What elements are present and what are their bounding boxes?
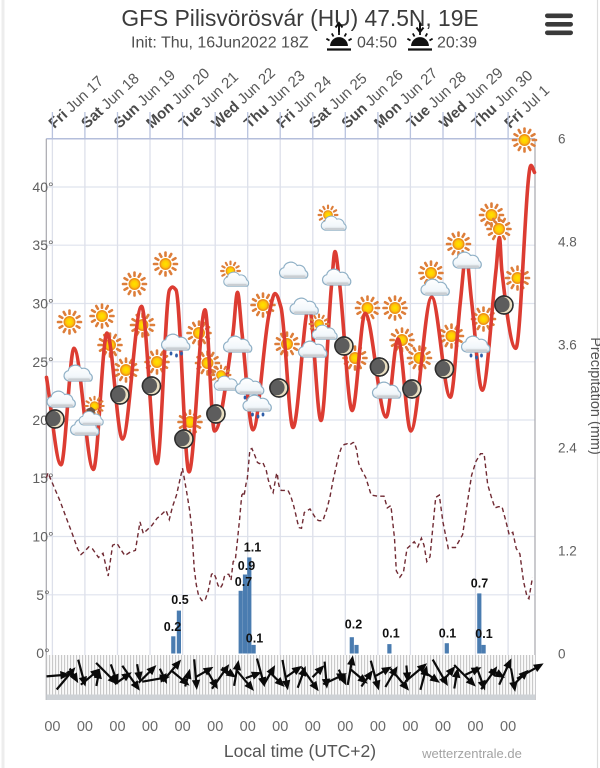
svg-text:04:50: 04:50 [357,35,397,52]
svg-text:0.1: 0.1 [382,627,399,641]
svg-text:GFS Pilisvörösvár (HU) 47.5N,: GFS Pilisvörösvár (HU) 47.5N, 19E [121,5,478,31]
svg-text:4.8: 4.8 [558,235,577,250]
svg-text:00: 00 [240,719,256,735]
svg-text:00: 00 [142,719,158,735]
svg-text:0.2: 0.2 [345,618,362,632]
svg-text:3.6: 3.6 [558,338,577,353]
svg-text:1.1: 1.1 [244,541,261,555]
svg-text:00: 00 [402,719,418,735]
svg-text:0.7: 0.7 [235,575,252,589]
svg-text:25°: 25° [32,354,53,370]
svg-text:00: 00 [435,719,451,735]
svg-text:40°: 40° [32,179,53,195]
svg-text:0.1: 0.1 [475,627,492,641]
svg-text:10°: 10° [32,529,53,545]
svg-text:0.9: 0.9 [238,559,255,573]
svg-text:00: 00 [207,719,223,735]
svg-text:20:39: 20:39 [437,35,477,52]
svg-text:00: 00 [337,719,353,735]
svg-text:wetterzentrale.de: wetterzentrale.de [421,746,522,761]
svg-text:00: 00 [500,719,516,735]
svg-text:Init: Thu, 16Jun2022 18Z: Init: Thu, 16Jun2022 18Z [131,35,309,52]
svg-text:00: 00 [370,719,386,735]
svg-text:0.1: 0.1 [246,632,263,646]
svg-text:6: 6 [558,132,566,147]
svg-text:00: 00 [77,719,93,735]
svg-text:0: 0 [558,647,566,662]
svg-text:30°: 30° [32,296,53,312]
svg-text:0.1: 0.1 [439,627,456,641]
svg-text:00: 00 [44,719,60,735]
svg-text:Precipitation (mm): Precipitation (mm) [587,337,600,455]
svg-text:0.5: 0.5 [171,593,188,607]
svg-text:00: 00 [175,719,191,735]
svg-text:Local time (UTC+2): Local time (UTC+2) [224,741,376,761]
svg-text:0.7: 0.7 [471,577,488,591]
svg-text:5°: 5° [36,587,49,603]
svg-text:35°: 35° [32,237,53,253]
svg-text:00: 00 [272,719,288,735]
svg-text:0.2: 0.2 [164,620,181,634]
svg-text:1.2: 1.2 [558,544,577,559]
svg-text:00: 00 [109,719,125,735]
svg-text:00: 00 [467,719,483,735]
svg-text:2.4: 2.4 [558,441,577,456]
svg-text:00: 00 [305,719,321,735]
